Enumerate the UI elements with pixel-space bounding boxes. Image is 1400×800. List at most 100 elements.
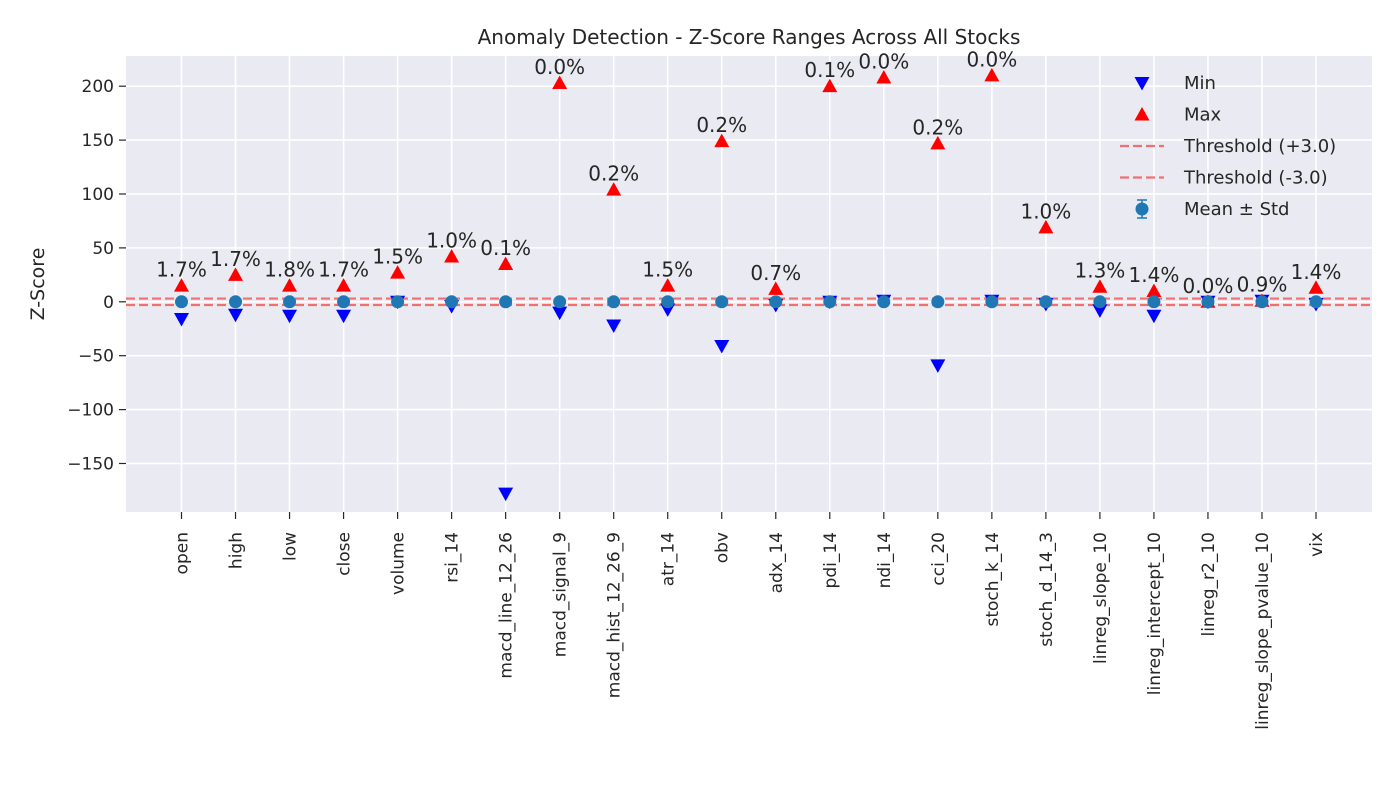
y-tick-label: 0 bbox=[103, 293, 114, 313]
max-marker bbox=[606, 182, 622, 196]
percent-annotation: 1.7% bbox=[318, 258, 369, 282]
mean-marker bbox=[931, 295, 945, 309]
max-marker bbox=[1092, 279, 1108, 293]
min-marker bbox=[228, 308, 244, 323]
y-tick-label: 50 bbox=[92, 239, 114, 259]
mean-marker bbox=[337, 295, 351, 309]
max-marker bbox=[1038, 219, 1054, 234]
percent-annotation: 1.0% bbox=[426, 229, 477, 253]
percent-annotation: 0.2% bbox=[696, 113, 747, 137]
max-marker bbox=[1146, 283, 1162, 298]
percent-annotation: 0.9% bbox=[1237, 273, 1288, 297]
mean-marker bbox=[1255, 295, 1269, 309]
y-tick-label: −150 bbox=[67, 454, 114, 474]
max-marker bbox=[498, 256, 514, 271]
legend-mean-marker bbox=[1135, 202, 1149, 216]
percent-annotation: 1.3% bbox=[1074, 259, 1125, 283]
legend-threshold-label: Threshold (+3.0) bbox=[1183, 136, 1336, 157]
percent-annotation: 0.0% bbox=[966, 47, 1017, 71]
y-tick-label: 100 bbox=[82, 185, 114, 205]
legend-max-marker bbox=[1134, 107, 1150, 121]
max-marker bbox=[660, 278, 676, 292]
max-marker bbox=[444, 249, 460, 263]
min-marker bbox=[1092, 304, 1108, 318]
x-tick-label: macd_line_12_26 bbox=[497, 532, 517, 679]
legend-min-marker bbox=[1134, 77, 1150, 91]
mean-marker bbox=[1147, 295, 1161, 309]
percent-annotation: 1.4% bbox=[1129, 263, 1180, 287]
y-tick-label: 200 bbox=[82, 77, 114, 97]
percent-annotation: 0.1% bbox=[480, 236, 531, 260]
data-markers bbox=[174, 67, 1324, 502]
mean-marker bbox=[661, 295, 675, 309]
percent-annotation: 0.0% bbox=[858, 50, 909, 74]
y-tick-label: −50 bbox=[78, 347, 114, 367]
legend-min-label: Min bbox=[1184, 73, 1216, 94]
min-marker bbox=[606, 319, 622, 334]
mean-marker bbox=[877, 295, 891, 309]
percent-annotation: 1.5% bbox=[372, 245, 423, 269]
max-marker bbox=[714, 133, 730, 148]
max-marker bbox=[930, 135, 946, 150]
min-marker bbox=[1146, 309, 1162, 324]
x-tick-label: adx_14 bbox=[767, 532, 787, 593]
mean-marker bbox=[715, 295, 729, 309]
x-tick-label: linreg_slope_10 bbox=[1091, 532, 1111, 664]
max-marker bbox=[390, 265, 406, 279]
percent-annotation: 0.2% bbox=[912, 115, 963, 139]
y-axis-label: Z-Score bbox=[27, 248, 49, 321]
mean-marker bbox=[1309, 295, 1323, 309]
min-marker bbox=[552, 306, 568, 321]
x-tick-label: macd_signal_9 bbox=[551, 532, 571, 657]
legend-threshold-label: Threshold (-3.0) bbox=[1183, 168, 1328, 189]
min-marker bbox=[714, 339, 730, 354]
x-tick-label: open bbox=[173, 532, 193, 574]
x-tick-label: atr_14 bbox=[659, 532, 679, 586]
mean-marker bbox=[499, 295, 513, 309]
max-marker bbox=[768, 281, 784, 295]
percent-annotation: 1.7% bbox=[156, 258, 207, 282]
mean-marker bbox=[1201, 295, 1215, 309]
percent-annotation: 1.4% bbox=[1291, 260, 1342, 284]
mean-marker bbox=[1093, 295, 1107, 309]
legend-mean-label: Mean ± Std bbox=[1184, 199, 1289, 220]
x-tick-label: pdi_14 bbox=[821, 532, 841, 588]
percent-annotation: 0.2% bbox=[588, 162, 639, 186]
min-marker bbox=[336, 309, 352, 324]
x-tick-label: close bbox=[335, 532, 355, 576]
x-tick-label: low bbox=[281, 532, 301, 561]
mean-marker bbox=[283, 295, 297, 309]
x-tick-label: linreg_intercept_10 bbox=[1145, 532, 1165, 695]
min-marker bbox=[282, 309, 298, 324]
percent-annotation: 0.0% bbox=[1183, 274, 1234, 298]
mean-marker bbox=[445, 295, 459, 309]
max-marker bbox=[984, 67, 1000, 82]
mean-marker bbox=[553, 295, 567, 309]
x-tick-label: linreg_slope_pvalue_10 bbox=[1253, 532, 1273, 730]
percent-annotation: 0.7% bbox=[750, 261, 801, 285]
x-tick-label: high bbox=[227, 532, 247, 569]
max-marker bbox=[876, 70, 892, 84]
percent-annotation: 1.0% bbox=[1020, 199, 1071, 223]
x-tick-label: rsi_14 bbox=[443, 532, 463, 583]
max-marker bbox=[822, 78, 838, 93]
x-tick-label: macd_hist_12_26_9 bbox=[605, 532, 625, 698]
mean-marker bbox=[229, 295, 243, 309]
mean-marker bbox=[391, 295, 405, 309]
y-axis-ticks: 200 150 100 50 0 −50 −100 −150 bbox=[67, 77, 126, 474]
mean-marker bbox=[1039, 295, 1053, 309]
mean-marker bbox=[175, 295, 188, 309]
x-tick-label: cci_20 bbox=[929, 532, 949, 586]
min-marker bbox=[174, 313, 189, 327]
plot-area bbox=[126, 56, 1372, 512]
max-marker bbox=[228, 267, 244, 281]
percent-annotation: 1.7% bbox=[210, 247, 261, 271]
x-tick-label: stoch_k_14 bbox=[983, 532, 1003, 627]
x-axis-ticks: open high low close volume rsi_14 macd_line_12… bbox=[173, 512, 1327, 730]
percent-annotation: 0.0% bbox=[534, 55, 585, 79]
percent-annotations: 1.7% 1.7% 1.8% 1.7%1.5%1.0% 0.1%0.0%0.2%1.5%… bbox=[156, 47, 1341, 297]
x-tick-label: vix bbox=[1307, 532, 1327, 557]
x-tick-label: linreg_r2_10 bbox=[1199, 532, 1219, 637]
legend-max-label: Max bbox=[1184, 105, 1222, 126]
max-marker bbox=[1308, 280, 1324, 294]
